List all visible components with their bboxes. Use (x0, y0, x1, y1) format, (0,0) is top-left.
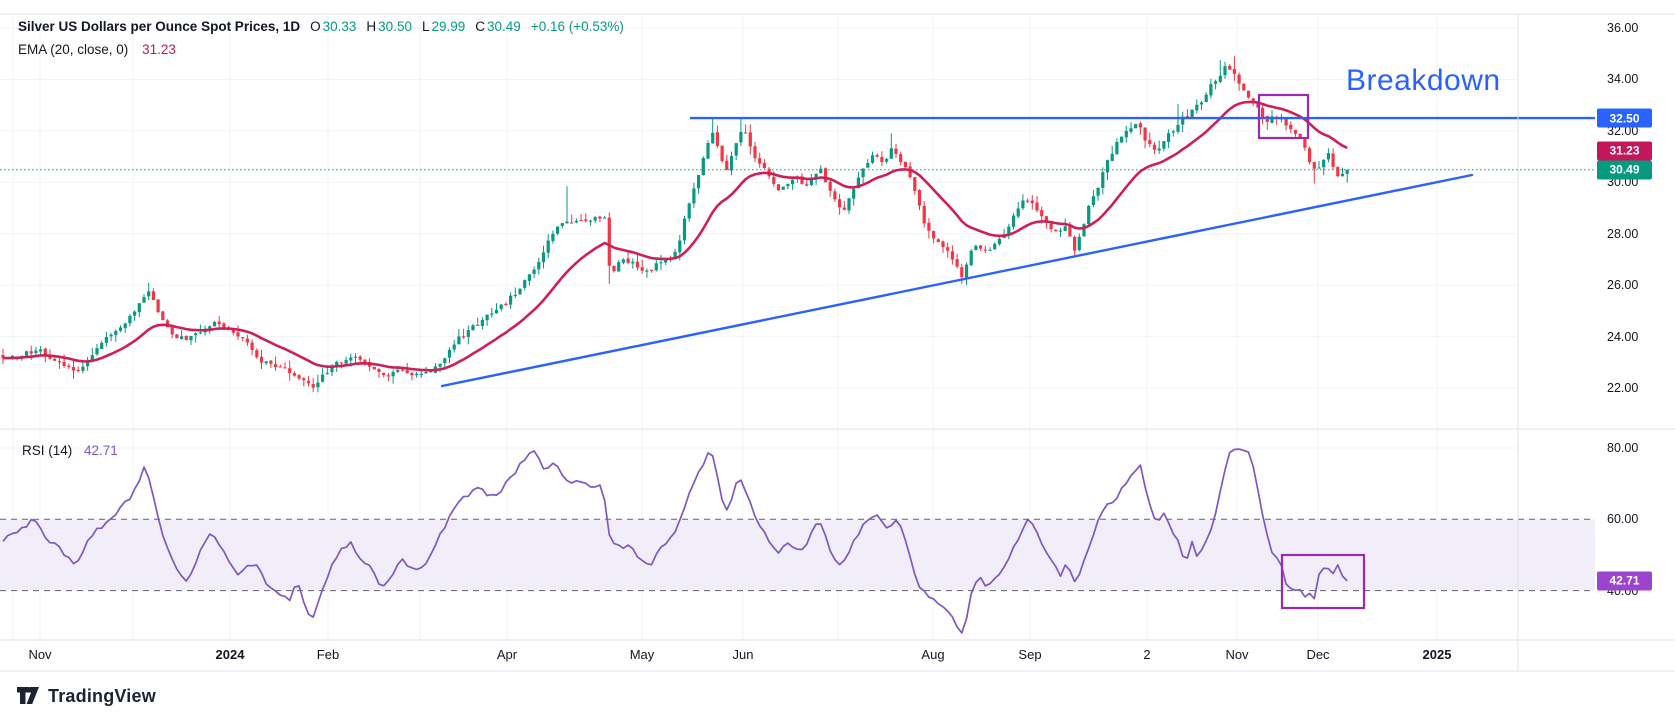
time-axis-label: Nov (1225, 647, 1249, 662)
time-axis-label: Jun (732, 647, 754, 662)
time-axis-label: Dec (1306, 647, 1330, 662)
ema-legend-label: EMA (20, close, 0) (18, 42, 129, 57)
price-tick-label: 34.00 (1607, 72, 1639, 87)
tradingview-logo[interactable]: TradingView (16, 684, 156, 708)
time-axis-label: Sep (1018, 647, 1042, 662)
time-axis-label: Nov (28, 647, 52, 662)
rsi-legend-label: RSI (14) (22, 443, 73, 458)
time-axis-label: Aug (921, 647, 945, 662)
price-tick-label: 22.00 (1607, 381, 1639, 396)
rsi-tick-label: 60.00 (1607, 512, 1639, 527)
ema-legend-row[interactable]: EMA (20, close, 0) 31.23 (18, 38, 626, 61)
price-tick-label: 26.00 (1607, 278, 1639, 293)
main-legend[interactable]: Silver US Dollars per Ounce Spot Prices,… (18, 15, 626, 61)
time-axis-label: 2024 (215, 647, 245, 662)
ohlc-value: 30.33 (322, 19, 357, 34)
rsi-line (2, 448, 1348, 634)
rsi-legend-value: 42.71 (84, 443, 118, 458)
price-breakdown-box-drawing[interactable] (1257, 93, 1310, 140)
ohlc-label: O (310, 19, 321, 34)
time-axis[interactable]: Nov 2024 Feb Apr May Jun Aug Sep 2 Nov Dec 2025 (0, 647, 1518, 667)
tradingview-logo-text: TradingView (48, 685, 156, 706)
ohlc-label: L (421, 19, 430, 34)
ohlc-value: 30.49 (487, 19, 521, 34)
panel-borders (0, 13, 1675, 672)
ema-line (3, 100, 1348, 372)
time-axis-label: Apr (496, 647, 518, 662)
ema-price-tag: 31.23 (1597, 141, 1652, 161)
time-axis-label: 2025 (1422, 647, 1452, 662)
price-tick-label: 24.00 (1607, 329, 1639, 344)
price-tick-label: 28.00 (1607, 226, 1639, 241)
ohlc-value: 30.50 (378, 19, 412, 34)
rsi-value-tag: 42.71 (1597, 571, 1652, 591)
ohlc-value: 29.99 (431, 19, 466, 34)
symbol-legend-row[interactable]: Silver US Dollars per Ounce Spot Prices,… (18, 15, 626, 38)
rsi-legend-row[interactable]: RSI (14) 42.71 (22, 443, 118, 458)
rsi-tick-label: 80.00 (1607, 441, 1639, 455)
ohlc-label: C (475, 19, 486, 34)
last-price-tag: 30.49 (1597, 160, 1652, 180)
time-axis-label: May (629, 647, 655, 662)
ascending-trendline-drawing[interactable] (440, 173, 1474, 388)
tradingview-logo-icon (16, 684, 40, 708)
gridlines (0, 14, 1518, 640)
price-tick-label: 36.00 (1607, 21, 1639, 35)
breakdown-text-drawing[interactable]: Breakdown (1346, 64, 1501, 97)
time-axis-label: 2 (1143, 647, 1151, 662)
ema-legend-value: 31.23 (142, 42, 176, 57)
resistance-price-tag: 32.50 (1597, 108, 1652, 128)
rsi-breakdown-box-drawing[interactable] (1280, 553, 1366, 610)
ohlc-value: +0.16 (+0.53%) (530, 19, 624, 34)
time-axis-label: Feb (316, 647, 340, 662)
symbol-title: Silver US Dollars per Ounce Spot Prices,… (18, 19, 301, 34)
candlestick-series (1, 56, 1349, 393)
ohlc-label: H (366, 19, 377, 34)
